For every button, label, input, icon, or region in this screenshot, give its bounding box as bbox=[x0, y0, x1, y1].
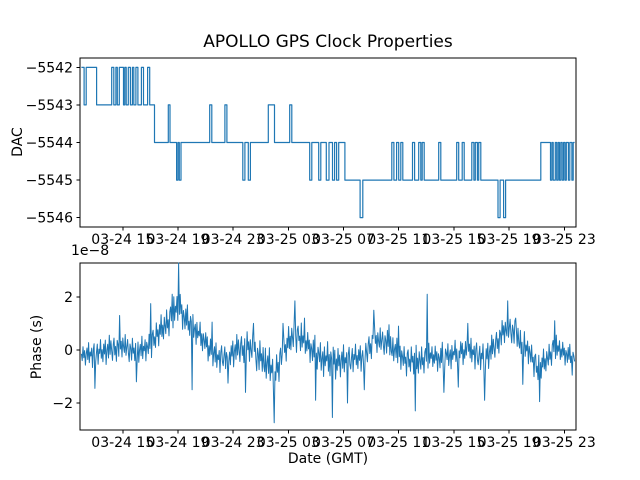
y-tick-label: −5546 bbox=[26, 211, 73, 227]
x-tick-label: 03-25 19 bbox=[478, 232, 541, 248]
x-tick-label: 03-25 23 bbox=[533, 435, 596, 451]
x-tick-label: 03-24 19 bbox=[146, 435, 209, 451]
x-tick-label: 03-25 23 bbox=[533, 232, 596, 248]
x-tick-label: 03-25 03 bbox=[257, 435, 320, 451]
x-tick-label: 03-25 19 bbox=[478, 435, 541, 451]
y-tick-label: −5542 bbox=[26, 60, 73, 76]
x-tick-label: 03-25 07 bbox=[312, 435, 375, 451]
x-tick-label: 03-25 03 bbox=[257, 232, 320, 248]
y-tick-label: −5545 bbox=[26, 173, 73, 189]
x-tick-label: 03-25 15 bbox=[422, 232, 485, 248]
x-tick-label: 03-24 23 bbox=[202, 232, 265, 248]
phase-noise-line bbox=[80, 262, 576, 424]
x-tick-label: 03-24 15 bbox=[91, 435, 154, 451]
x-tick-label: 03-24 19 bbox=[146, 232, 209, 248]
x-tick-label: 03-25 11 bbox=[367, 435, 430, 451]
dac-step-line bbox=[81, 66, 575, 219]
figure-title: APOLLO GPS Clock Properties bbox=[203, 32, 453, 52]
y-tick-label: 2 bbox=[64, 290, 73, 306]
y-tick-label: −2 bbox=[52, 396, 73, 412]
x-tick-label: 03-25 07 bbox=[312, 232, 375, 248]
dac-axis-label: DAC bbox=[10, 127, 26, 157]
y-tick-label: −5543 bbox=[26, 98, 73, 114]
y-tick-label: 0 bbox=[64, 343, 73, 359]
date-axis-label: Date (GMT) bbox=[287, 451, 369, 467]
phase-axis-label: Phase (s) bbox=[29, 314, 45, 380]
x-tick-label: 03-25 15 bbox=[422, 435, 485, 451]
axes-frame bbox=[79, 262, 577, 431]
x-tick-label: 03-24 15 bbox=[91, 232, 154, 248]
y-tick-label: −5544 bbox=[26, 136, 73, 152]
x-tick-label: 03-25 11 bbox=[367, 232, 430, 248]
phase-offset-exponent-label: 1e−8 bbox=[71, 243, 110, 259]
x-tick-label: 03-24 23 bbox=[202, 435, 265, 451]
